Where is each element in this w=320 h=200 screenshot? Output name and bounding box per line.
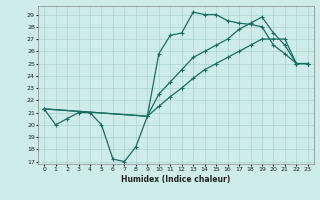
X-axis label: Humidex (Indice chaleur): Humidex (Indice chaleur) (121, 175, 231, 184)
